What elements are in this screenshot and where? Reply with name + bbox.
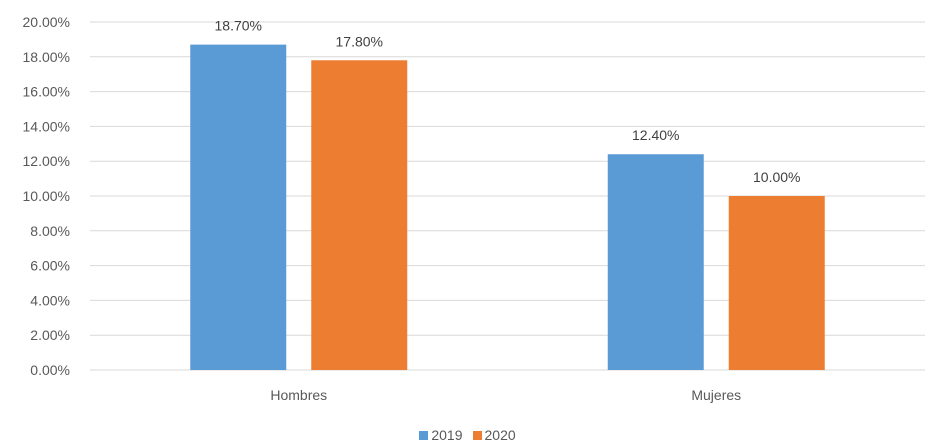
y-tick-label: 6.00% [30,258,70,274]
legend-item-2020: 2020 [472,427,516,443]
bar-2020-mujeres [728,196,825,370]
y-tick-label: 0.00% [30,362,70,378]
x-category-label: Hombres [270,387,327,403]
bar-2020-hombres [311,60,408,370]
bar-2019-mujeres [607,154,704,370]
bar-2019-hombres [190,44,287,371]
y-tick-label: 16.00% [23,84,70,100]
legend: 2019 2020 [0,427,935,443]
data-label-2020-mujeres: 10.00% [753,169,800,185]
data-label-2019-hombres: 18.70% [215,18,262,34]
y-tick-label: 4.00% [30,292,70,308]
y-tick-label: 20.00% [23,14,70,30]
legend-label-2020: 2020 [484,427,516,443]
legend-swatch-2019 [419,430,429,440]
y-tick-label: 2.00% [30,327,70,343]
bar-chart: 0.00% 2.00% 4.00% 6.00% 8.00% 10.00% 12.00% 14.… [23,14,925,403]
legend-swatch-2020 [472,430,482,440]
y-tick-label: 10.00% [23,188,70,204]
y-tick-label: 18.00% [23,49,70,65]
legend-label-2019: 2019 [431,427,463,443]
legend-item-2019: 2019 [419,427,463,443]
data-label-2019-mujeres: 12.40% [632,127,679,143]
y-tick-label: 8.00% [30,223,70,239]
y-tick-label: 12.00% [23,153,70,169]
data-label-2020-hombres: 17.80% [336,33,383,49]
x-category-label: Mujeres [691,387,741,403]
y-tick-label: 14.00% [23,118,70,134]
